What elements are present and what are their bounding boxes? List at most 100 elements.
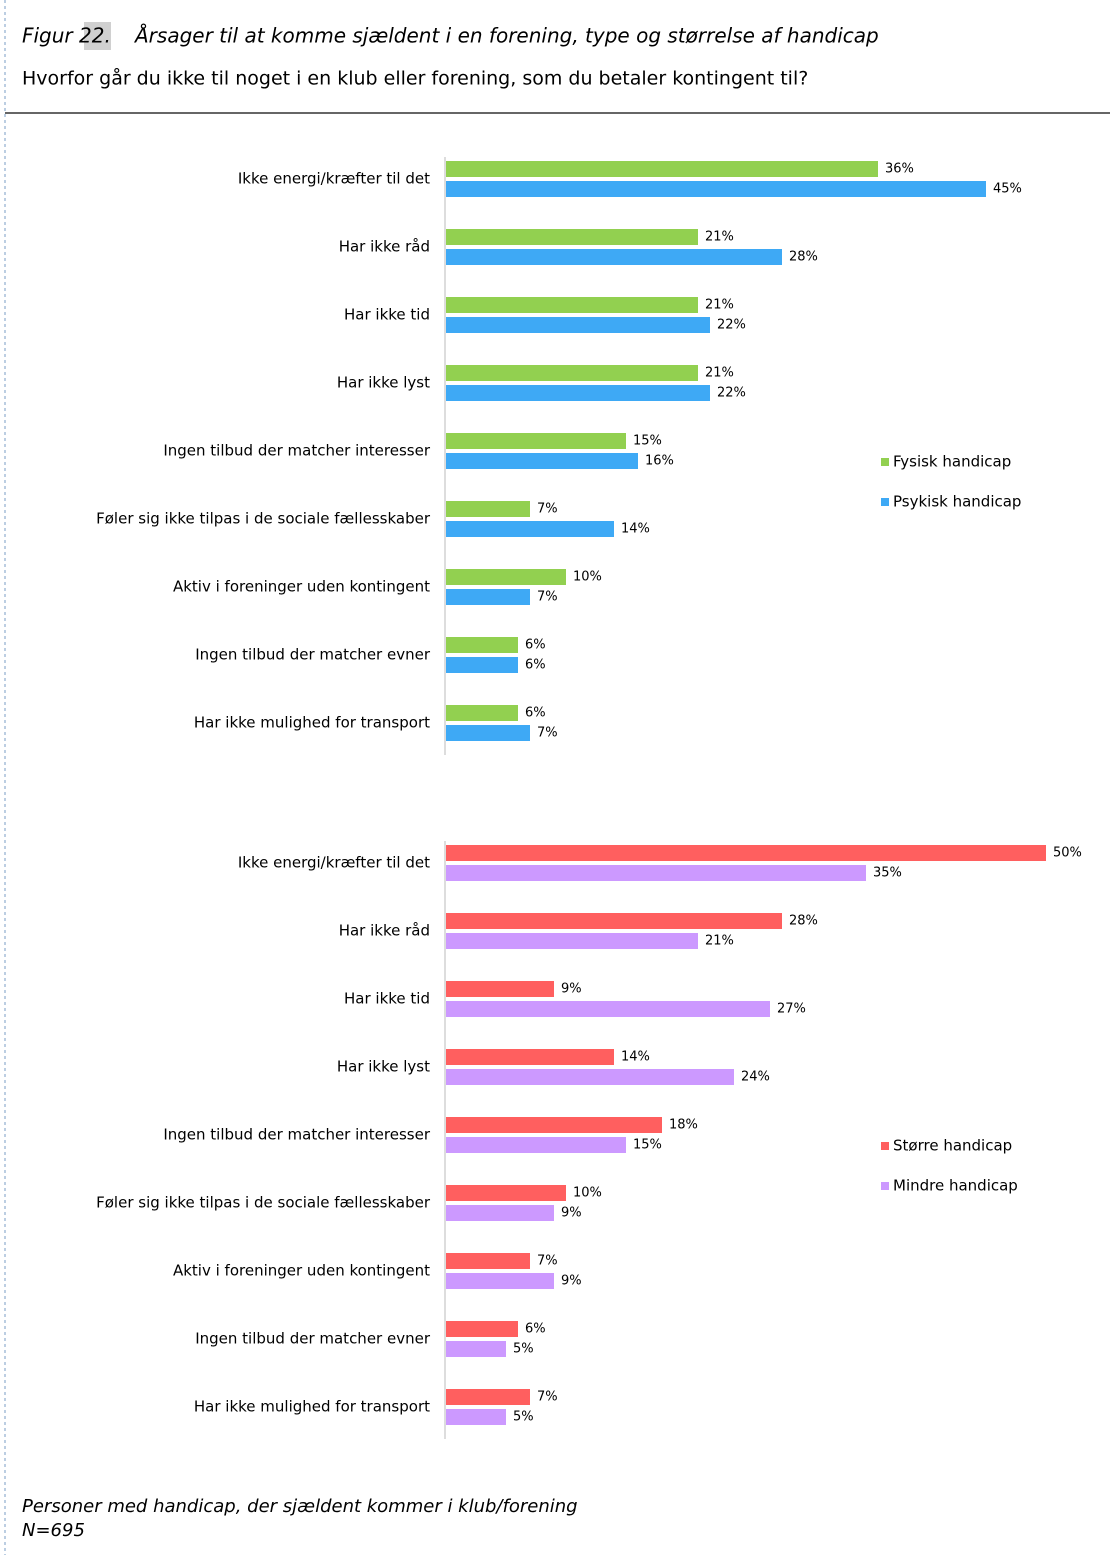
category-label: Har ikke råd [339, 922, 430, 940]
bar [446, 657, 518, 673]
bar [446, 453, 638, 469]
data-label: 7% [537, 726, 558, 741]
data-label: 45% [993, 182, 1022, 197]
bar [446, 1001, 770, 1017]
category-label: Ikke energi/kræfter til det [238, 170, 430, 188]
bar [446, 1117, 662, 1133]
category-label: Ingen tilbud der matcher evner [195, 646, 431, 664]
data-label: 24% [741, 1070, 770, 1085]
data-label: 35% [873, 866, 902, 881]
bar [446, 845, 1046, 861]
bar [446, 317, 710, 333]
highlight [84, 22, 111, 50]
data-label: 28% [789, 250, 818, 265]
question: Hvorfor går du ikke til noget i en klub … [22, 67, 808, 90]
category-label: Ikke energi/kræfter til det [238, 854, 430, 872]
data-label: 14% [621, 522, 650, 537]
legend-swatch [881, 458, 889, 466]
legend-swatch [881, 1142, 889, 1150]
bar [446, 1409, 506, 1425]
category-label: Føler sig ikke tilpas i de sociale fælle… [96, 510, 431, 528]
data-label: 7% [537, 502, 558, 517]
category-label: Har ikke råd [339, 238, 430, 256]
bar [446, 1205, 554, 1221]
bar [446, 1253, 530, 1269]
bar [446, 1273, 554, 1289]
category-label: Aktiv i foreninger uden kontingent [173, 1262, 430, 1280]
bar [446, 385, 710, 401]
bar [446, 521, 614, 537]
data-label: 50% [1053, 846, 1082, 861]
bar [446, 589, 530, 605]
bar [446, 501, 530, 517]
category-label: Har ikke tid [344, 306, 430, 324]
category-label: Har ikke tid [344, 990, 430, 1008]
bar [446, 1321, 518, 1337]
category-label: Ingen tilbud der matcher interesser [163, 442, 430, 460]
legend-swatch [881, 498, 889, 506]
figure-title: Årsager til at komme sjældent i en foren… [133, 24, 879, 48]
data-label: 16% [645, 454, 674, 469]
bar [446, 297, 698, 313]
data-label: 6% [525, 1322, 546, 1337]
figure-label: Figur 22. [22, 24, 111, 48]
data-label: 10% [573, 570, 602, 585]
bar [446, 229, 698, 245]
bar [446, 433, 626, 449]
sample-size: N=695 [22, 1520, 85, 1541]
legend-label: Mindre handicap [893, 1177, 1018, 1195]
bar [446, 569, 566, 585]
bar [446, 865, 866, 881]
data-label: 21% [705, 298, 734, 313]
category-label: Har ikke lyst [337, 1058, 430, 1076]
data-label: 28% [789, 914, 818, 929]
data-label: 36% [885, 162, 914, 177]
data-label: 9% [561, 982, 582, 997]
category-label: Aktiv i foreninger uden kontingent [173, 578, 430, 596]
bar [446, 933, 698, 949]
bar [446, 1069, 734, 1085]
data-label: 5% [513, 1410, 534, 1425]
data-label: 5% [513, 1342, 534, 1357]
category-label: Har ikke lyst [337, 374, 430, 392]
category-label: Ingen tilbud der matcher interesser [163, 1126, 430, 1144]
bar [446, 705, 518, 721]
bar [446, 725, 530, 741]
bar [446, 1185, 566, 1201]
data-label: 7% [537, 1390, 558, 1405]
legend-label: Fysisk handicap [893, 453, 1011, 471]
bar [446, 1049, 614, 1065]
data-label: 7% [537, 590, 558, 605]
bar [446, 913, 782, 929]
data-label: 6% [525, 638, 546, 653]
data-label: 14% [621, 1050, 650, 1065]
data-label: 21% [705, 366, 734, 381]
data-label: 7% [537, 1254, 558, 1269]
data-label: 21% [705, 934, 734, 949]
bar [446, 249, 782, 265]
note: Personer med handicap, der sjældent komm… [22, 1496, 578, 1517]
bar [446, 1341, 506, 1357]
data-label: 6% [525, 706, 546, 721]
legend-label: Psykisk handicap [893, 493, 1021, 511]
bar [446, 1389, 530, 1405]
data-label: 9% [561, 1274, 582, 1289]
data-label: 27% [777, 1002, 806, 1017]
category-label: Ingen tilbud der matcher evner [195, 1330, 431, 1348]
data-label: 21% [705, 230, 734, 245]
category-label: Har ikke mulighed for transport [194, 1398, 430, 1416]
bar [446, 365, 698, 381]
bar [446, 637, 518, 653]
data-label: 22% [717, 318, 746, 333]
bar [446, 981, 554, 997]
data-label: 6% [525, 658, 546, 673]
bar [446, 1137, 626, 1153]
legend-label: Større handicap [893, 1137, 1012, 1155]
bar [446, 161, 878, 177]
category-label: Har ikke mulighed for transport [194, 714, 430, 732]
data-label: 15% [633, 1138, 662, 1153]
legend-swatch [881, 1182, 889, 1190]
data-label: 10% [573, 1186, 602, 1201]
bar [446, 181, 986, 197]
